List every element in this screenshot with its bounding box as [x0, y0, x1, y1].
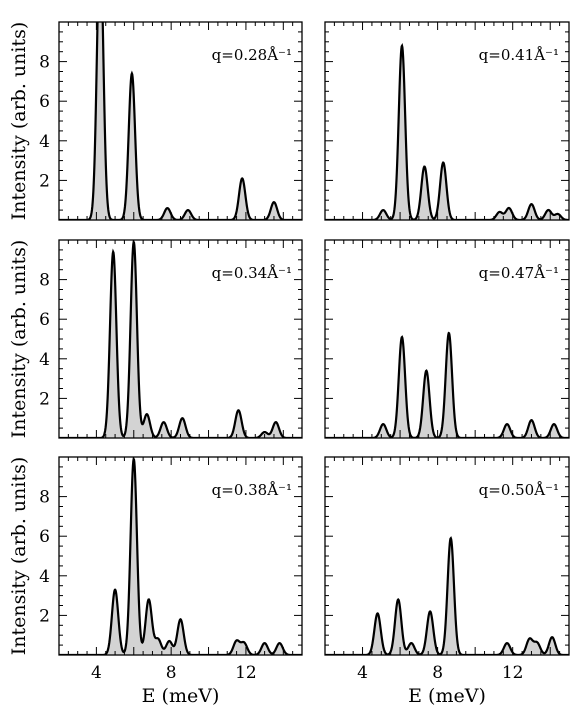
peak-point — [148, 599, 149, 600]
peak-point — [279, 643, 280, 644]
peak-point — [424, 166, 425, 167]
peak-point — [531, 420, 532, 421]
peak-point — [180, 619, 181, 620]
peak-point — [506, 424, 507, 425]
q-value-annotation: q=0.41Å⁻¹ — [479, 46, 559, 64]
peak-point — [548, 210, 549, 211]
spectrum-line — [325, 42, 569, 220]
y-tick-label: 8 — [39, 53, 50, 73]
peak-point — [499, 211, 500, 212]
peak-point — [443, 162, 444, 163]
peak-point — [531, 204, 532, 205]
peak-point — [557, 213, 558, 214]
peak-point — [243, 643, 244, 644]
q-value-annotation: q=0.50Å⁻¹ — [479, 481, 559, 499]
spectrum-panel: 4 8 12 E (meV) 2 4 6 8 Intensity (arb. units) q=0… — [8, 456, 303, 707]
peak-point — [401, 336, 402, 337]
peak-point — [529, 639, 530, 640]
peak-point — [236, 641, 237, 642]
spectrum-panel: 2 4 6 8 Intensity (arb. units) q=0.34Å⁻¹ — [8, 239, 303, 439]
q-value-annotation: q=0.28Å⁻¹ — [212, 46, 292, 64]
y-tick-label: 6 — [39, 527, 50, 547]
spectrum-fill — [325, 333, 569, 438]
peak-point — [114, 589, 115, 590]
peak-point — [508, 208, 509, 209]
spectrum-panel: q=0.41Å⁻¹ — [324, 21, 570, 221]
y-tick-label: 2 — [39, 389, 50, 409]
peak-point — [383, 210, 384, 211]
peak-point — [398, 599, 399, 600]
peak-point — [377, 613, 378, 614]
peak-point — [552, 637, 553, 638]
spectrum-panel: 4 8 12 E (meV) q=0.50Å⁻¹ — [324, 456, 570, 707]
peak-point — [242, 178, 243, 179]
peak-point — [430, 611, 431, 612]
peak-point — [426, 370, 427, 371]
spectrum-panel: 2 4 6 8 Intensity (arb. units) q=0.28Å⁻¹ — [8, 21, 303, 221]
y-tick-label: 6 — [39, 92, 50, 112]
x-tick-label: 8 — [432, 663, 443, 683]
peak-point — [275, 422, 276, 423]
peak-point — [553, 424, 554, 425]
peak-point — [169, 641, 170, 642]
spectrum-line — [59, 457, 302, 655]
peak-point — [182, 418, 183, 419]
x-tick-label: 8 — [166, 663, 177, 683]
y-tick-label: 8 — [39, 271, 50, 291]
y-tick-label: 2 — [39, 171, 50, 191]
x-tick-label: 4 — [91, 663, 102, 683]
peak-point — [187, 210, 188, 211]
peak-point — [264, 431, 265, 432]
peak-point — [167, 208, 168, 209]
peak-point — [506, 643, 507, 644]
y-tick-label: 4 — [39, 567, 50, 587]
peak-point — [113, 251, 114, 252]
peak-point — [401, 45, 402, 46]
peak-point — [146, 414, 147, 415]
peak-point — [163, 422, 164, 423]
peak-point — [157, 639, 158, 640]
peak-point — [131, 73, 132, 74]
peak-point — [448, 332, 449, 333]
q-value-annotation: q=0.34Å⁻¹ — [212, 264, 292, 282]
peak-point — [383, 424, 384, 425]
peak-point — [536, 643, 537, 644]
y-tick-label: 2 — [39, 606, 50, 626]
spectrum-panel: q=0.47Å⁻¹ — [324, 239, 570, 439]
peak-point — [273, 202, 274, 203]
y-axis-label: Intensity (arb. units) — [8, 457, 30, 656]
x-tick-label: 12 — [502, 663, 524, 683]
peak-point — [238, 410, 239, 411]
y-tick-label: 8 — [39, 488, 50, 508]
q-value-annotation: q=0.47Å⁻¹ — [479, 264, 559, 282]
spectrum-line — [325, 331, 569, 438]
q-value-annotation: q=0.38Å⁻¹ — [212, 481, 292, 499]
y-tick-label: 4 — [39, 132, 50, 152]
x-tick-label: 4 — [357, 663, 368, 683]
peak-point — [450, 538, 451, 539]
peak-point — [264, 643, 265, 644]
peak-point — [411, 643, 412, 644]
x-tick-label: 12 — [235, 663, 257, 683]
x-axis-label: E (meV) — [408, 685, 486, 707]
y-tick-label: 6 — [39, 310, 50, 330]
y-axis-label: Intensity (arb. units) — [8, 22, 30, 221]
y-axis-label: Intensity (arb. units) — [8, 240, 30, 439]
y-tick-label: 4 — [39, 350, 50, 370]
x-axis-label: E (meV) — [142, 685, 220, 707]
